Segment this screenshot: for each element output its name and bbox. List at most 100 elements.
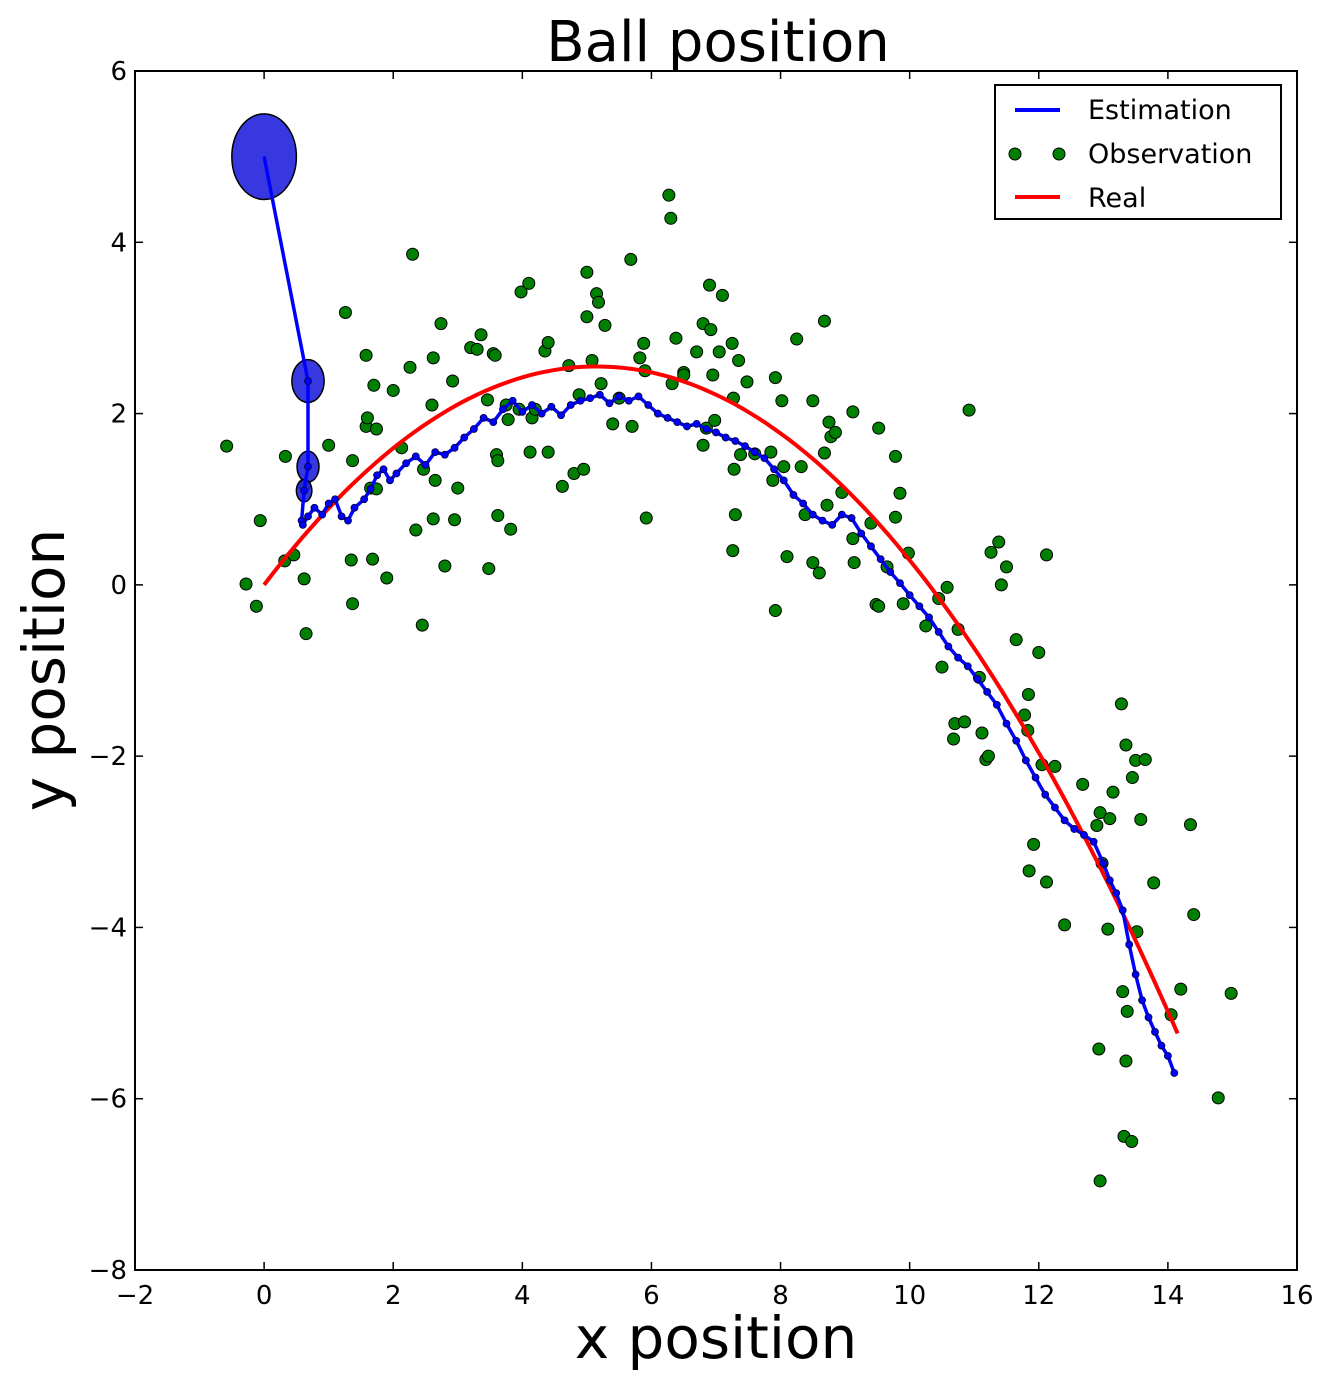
estimation-point	[1041, 790, 1050, 799]
estimation-point	[818, 516, 827, 525]
observation-point	[239, 577, 253, 591]
observation-point	[1040, 875, 1054, 889]
data-layer	[220, 113, 1238, 1188]
observation-point	[704, 323, 718, 337]
estimation-point	[973, 675, 982, 683]
observation-point	[346, 597, 360, 611]
estimation-point	[1080, 831, 1088, 839]
observation-point	[1090, 819, 1104, 833]
estimation-point	[1060, 816, 1069, 825]
estimation-point	[741, 442, 749, 451]
y-tick-label: −2	[89, 742, 127, 772]
estimation-point	[440, 450, 449, 459]
plot-frame	[134, 70, 1298, 1271]
estimation-point	[905, 591, 914, 600]
observation-point	[297, 572, 311, 586]
observation-point	[790, 332, 804, 346]
observation-point	[1120, 1004, 1134, 1018]
observation-point	[1093, 1174, 1107, 1188]
observation-point	[409, 523, 423, 537]
observation-point	[434, 317, 448, 331]
observation-point	[994, 578, 1008, 592]
observation-point	[482, 562, 496, 576]
legend-observation-marker-1	[1008, 147, 1022, 161]
observation-point	[1211, 1091, 1225, 1105]
observation-point	[278, 449, 292, 463]
estimation-point	[663, 413, 672, 422]
observation-point	[577, 462, 591, 476]
estimation-point	[392, 469, 401, 478]
observation-point	[369, 422, 383, 436]
observation-point	[794, 460, 808, 474]
observation-point	[727, 462, 741, 476]
observation-point	[488, 348, 502, 362]
observation-point	[822, 415, 836, 429]
observation-point	[669, 331, 683, 345]
observation-point	[639, 511, 653, 525]
estimation-point	[779, 476, 788, 485]
legend-observation-label: Observation	[1088, 139, 1252, 170]
observation-point	[872, 599, 886, 613]
observation-point	[366, 552, 380, 566]
observation-point	[1114, 697, 1128, 711]
observation-point	[962, 403, 976, 417]
observation-point	[846, 532, 860, 546]
observation-point	[1021, 687, 1035, 701]
observation-point	[491, 508, 505, 522]
estimation-point	[1112, 889, 1121, 898]
observation-point	[253, 514, 267, 528]
observation-point	[406, 247, 420, 261]
estimation-point	[1125, 940, 1134, 949]
observation-point	[919, 619, 933, 633]
estimation-point	[337, 512, 346, 521]
estimation-point	[1157, 1041, 1166, 1050]
observation-point	[367, 378, 381, 392]
observation-point	[426, 512, 440, 526]
estimation-point	[886, 568, 895, 576]
estimation-point	[837, 510, 846, 519]
estimation-point	[799, 499, 808, 508]
observation-point	[1101, 922, 1115, 936]
estimation-point	[366, 485, 375, 493]
estimation-point	[373, 471, 381, 480]
observation-point	[947, 732, 961, 746]
observation-point	[598, 318, 612, 332]
observation-point	[768, 371, 782, 385]
x-tick-label: −2	[116, 1281, 154, 1311]
x-tick-label: 2	[385, 1281, 402, 1311]
observation-point	[817, 314, 831, 328]
x-tick-label: 14	[1151, 1281, 1184, 1311]
observation-point	[448, 513, 462, 527]
observation-point	[1116, 985, 1130, 999]
observation-point	[523, 445, 537, 459]
estimation-point	[1089, 837, 1098, 846]
observation-point	[359, 348, 373, 362]
estimation-point	[479, 413, 488, 422]
observation-point	[1040, 548, 1054, 562]
estimation-point	[915, 602, 924, 611]
observation-point	[726, 544, 740, 558]
estimation-point	[896, 579, 904, 588]
estimation-point	[644, 401, 653, 409]
observation-point	[662, 188, 676, 202]
observation-point	[935, 660, 949, 674]
chart-title: Ball position	[546, 10, 889, 75]
observation-point	[690, 345, 704, 359]
observation-point	[338, 306, 352, 320]
observation-point	[846, 405, 860, 419]
estimation-point	[750, 448, 759, 457]
axis-ticks	[134, 70, 1298, 1271]
observation-point	[580, 310, 594, 324]
observation-point	[555, 479, 569, 493]
estimation-point	[925, 613, 933, 622]
observation-point	[1022, 864, 1036, 878]
observation-point	[360, 411, 374, 425]
observation-point	[725, 336, 739, 350]
estimation-point	[586, 394, 595, 403]
estimation-point	[963, 662, 972, 671]
estimation-point	[1144, 1013, 1153, 1022]
observation-point	[768, 604, 782, 618]
x-tick-label: 8	[772, 1281, 789, 1311]
observation-point	[940, 580, 954, 594]
